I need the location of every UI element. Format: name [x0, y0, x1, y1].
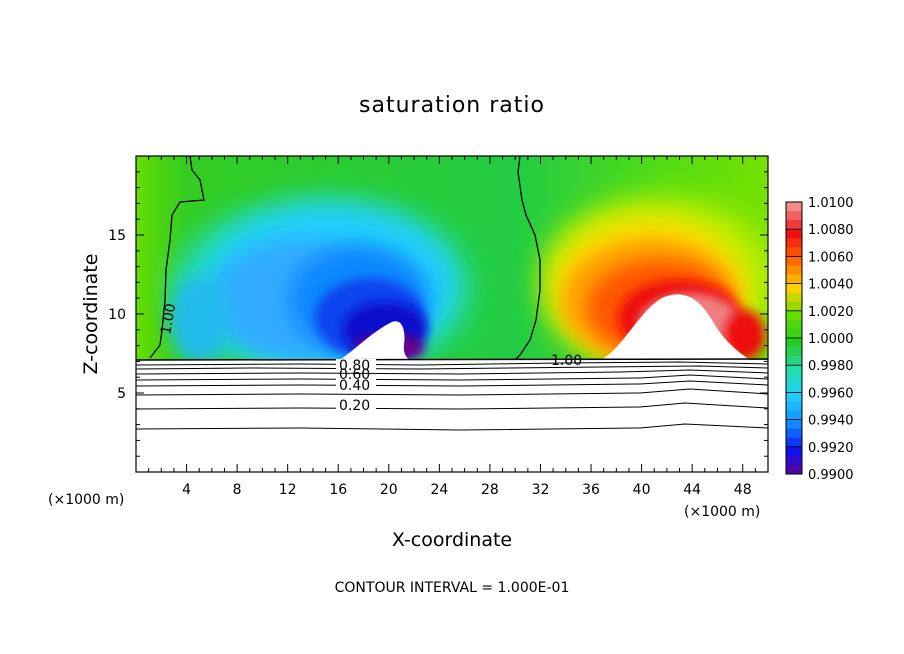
y-tick-label: 5	[117, 386, 126, 402]
colorbar-band	[786, 401, 802, 412]
heatmap-field	[136, 156, 768, 360]
colorbar-band	[786, 410, 802, 421]
colorbar-band	[786, 419, 802, 430]
x-tick-label: 36	[582, 482, 600, 498]
x-unit-left: (×1000 m)	[48, 492, 124, 508]
colorbar-band	[786, 247, 802, 257]
x-tick-label: 32	[532, 482, 550, 498]
contour-base-line	[135, 358, 769, 361]
colorbar-band	[786, 319, 802, 330]
colorbar-band	[786, 428, 802, 439]
colorbar-label: 1.0080	[808, 223, 854, 238]
colorbar-label: 0.9940	[808, 414, 854, 429]
y-axis: 5 10 15	[108, 171, 768, 457]
colorbar-band	[786, 283, 802, 294]
subsaturated-region	[170, 200, 470, 360]
contour-label-0p20: 0.20	[339, 398, 370, 414]
colorbar-band	[786, 464, 802, 475]
colorbar-band	[786, 446, 802, 457]
colorbar-label: 1.0000	[808, 332, 854, 347]
colorbar-band	[786, 437, 802, 448]
colorbar-label: 0.9980	[808, 359, 854, 374]
x-tick-label: 40	[633, 482, 651, 498]
colorbar-label: 1.0060	[808, 250, 854, 265]
colorbar-band	[786, 220, 802, 230]
x-tick-label: 20	[380, 482, 398, 498]
colorbar-band	[786, 374, 802, 384]
y-tick-label: 15	[108, 228, 126, 244]
colorbar-label: 0.9920	[808, 441, 854, 456]
colorbar-label: 1.0020	[808, 305, 854, 320]
colorbar-band	[786, 356, 802, 366]
colorbar-band	[786, 338, 802, 348]
x-tick-label: 24	[430, 482, 448, 498]
colorbar-band	[786, 274, 802, 285]
colorbar-band	[786, 347, 802, 357]
x-axis-label: X-coordinate	[392, 529, 512, 551]
x-axis: 4 8 12 16 20 24 28 32 36 40 44 48	[148, 156, 756, 498]
chart-title: saturation ratio	[359, 93, 545, 118]
lower-contours	[135, 358, 769, 431]
colorbar-band	[786, 256, 802, 266]
colorbar-label: 1.0100	[808, 196, 854, 211]
contour-interval-text: CONTOUR INTERVAL = 1.000E-01	[335, 580, 570, 596]
colorbar-band	[786, 365, 802, 375]
colorbar-band	[786, 383, 802, 393]
contour-labels: 1.00 1.00 0.80 0.60 0.40 0.20	[158, 302, 582, 414]
colorbar-band	[786, 392, 802, 402]
x-tick-label: 44	[683, 482, 701, 498]
contour-1p00-right	[514, 156, 541, 360]
colorbar-band	[786, 310, 802, 321]
x-tick-label: 16	[329, 482, 347, 498]
y-tick-label: 10	[108, 307, 126, 323]
white-bulge-right	[600, 294, 750, 360]
contour-label-0p40: 0.40	[339, 378, 370, 394]
contour-1p00-left	[149, 156, 205, 359]
x-tick-label: 28	[481, 482, 499, 498]
colorbar-band	[786, 455, 802, 466]
colorbar-label: 0.9960	[808, 386, 854, 401]
contour-label-1p00-right: 1.00	[551, 353, 582, 369]
x-tick-label: 4	[182, 482, 191, 498]
colorbar-band	[786, 202, 802, 212]
x-unit-right: (×1000 m)	[684, 504, 760, 520]
colorbar-band	[786, 229, 802, 239]
y-axis-label: Z-coordinate	[80, 254, 102, 375]
colorbar-band	[786, 265, 802, 276]
white-bulge-left	[340, 321, 410, 360]
colorbar-band	[786, 328, 802, 339]
x-tick-label: 48	[734, 482, 752, 498]
colorbar-label: 1.0040	[808, 278, 854, 293]
colorbar-band	[786, 292, 802, 303]
colorbar: 1.0100 1.0080 1.0060 1.0040 1.0020 1.0000 0.99…	[785, 196, 854, 483]
colorbar-label: 0.9900	[808, 468, 854, 483]
contour-label-0p60: 0.60	[339, 367, 370, 383]
colorbar-band	[786, 238, 802, 248]
colorbar-band	[786, 211, 802, 221]
contour-label-1p00-left: 1.00	[158, 302, 179, 335]
colorbar-band	[786, 301, 802, 312]
contour-label-0p80: 0.80	[339, 358, 370, 374]
x-tick-label: 12	[279, 482, 297, 498]
x-tick-label: 8	[233, 482, 242, 498]
